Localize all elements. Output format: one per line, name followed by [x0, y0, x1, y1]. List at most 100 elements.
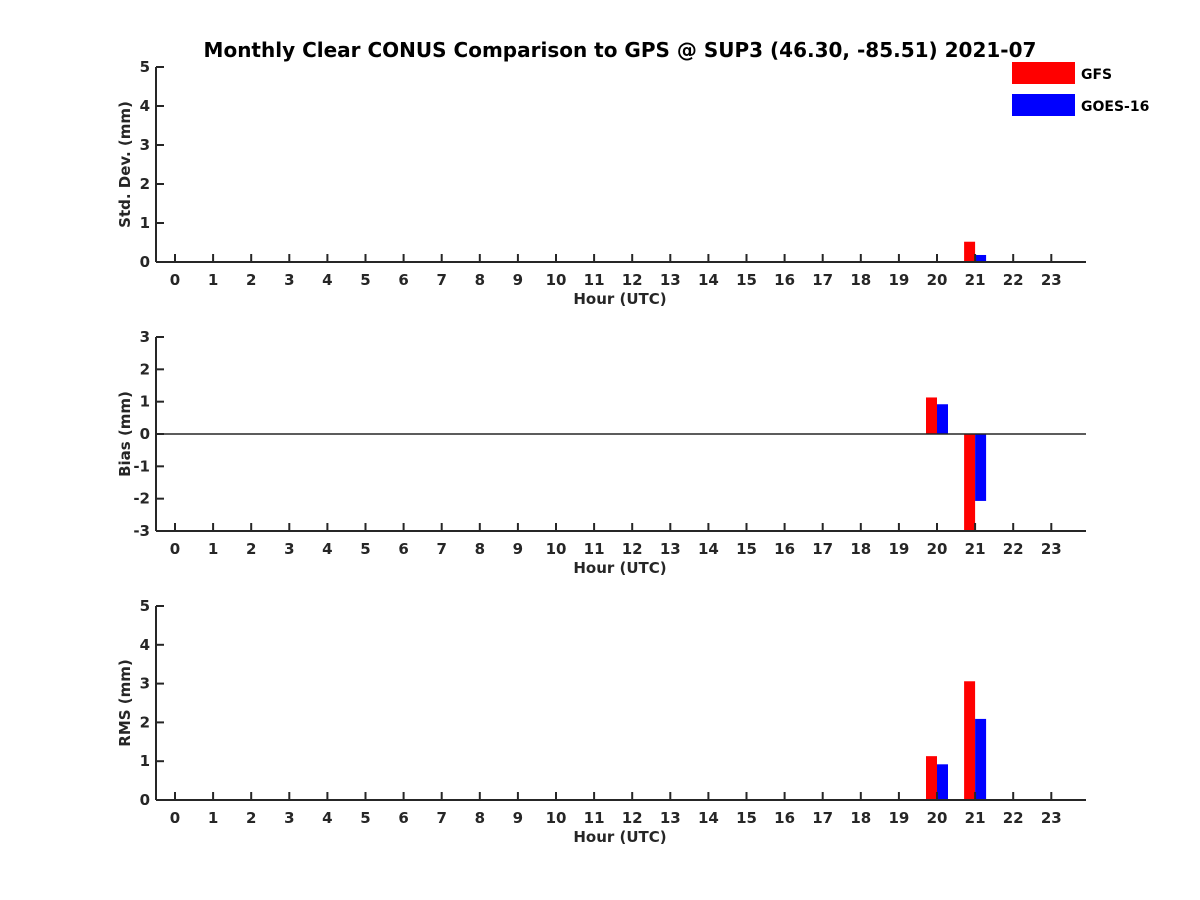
- y-tick-label: -2: [133, 490, 150, 508]
- y-tick-label: 2: [140, 360, 150, 378]
- x-tick-label: 6: [398, 271, 408, 289]
- x-tick-label: 18: [850, 271, 871, 289]
- x-tick-label: 14: [698, 540, 719, 558]
- bar-goes-16-hour-21: [975, 434, 987, 501]
- x-tick-label: 16: [774, 809, 795, 827]
- x-tick-label: 3: [284, 809, 294, 827]
- bar-gfs-hour-21: [964, 681, 976, 800]
- x-tick-label: 13: [660, 540, 681, 558]
- y-axis-label: RMS (mm): [116, 659, 134, 746]
- x-tick-label: 15: [736, 540, 757, 558]
- y-tick-label: 0: [140, 425, 150, 443]
- y-axis-label: Bias (mm): [116, 391, 134, 477]
- y-tick-label: 3: [140, 675, 150, 693]
- x-tick-label: 19: [888, 271, 909, 289]
- x-tick-label: 7: [436, 540, 446, 558]
- x-tick-label: 20: [927, 271, 948, 289]
- legend-swatch-goes-16: [1012, 94, 1075, 116]
- legend-label-gfs: GFS: [1081, 67, 1112, 83]
- y-axis-label: Std. Dev. (mm): [116, 101, 134, 228]
- x-tick-label: 22: [1003, 540, 1024, 558]
- x-tick-label: 4: [322, 540, 332, 558]
- bar-goes-16-hour-21: [975, 254, 987, 262]
- x-tick-label: 23: [1041, 540, 1062, 558]
- x-tick-label: 0: [170, 540, 180, 558]
- x-tick-label: 0: [170, 809, 180, 827]
- y-tick-label: -1: [133, 457, 150, 475]
- y-tick-label: 1: [140, 214, 150, 232]
- x-tick-label: 13: [660, 809, 681, 827]
- y-tick-label: 3: [140, 328, 150, 346]
- x-axis-label: Hour (UTC): [573, 828, 666, 846]
- x-tick-label: 5: [360, 540, 370, 558]
- x-tick-label: 10: [546, 540, 567, 558]
- x-tick-label: 1: [208, 540, 218, 558]
- y-tick-label: 3: [140, 136, 150, 154]
- y-tick-label: 1: [140, 393, 150, 411]
- x-tick-label: 7: [436, 271, 446, 289]
- x-axis-label: Hour (UTC): [573, 559, 666, 577]
- x-tick-label: 5: [360, 809, 370, 827]
- y-tick-label: 5: [140, 58, 150, 76]
- x-tick-label: 14: [698, 809, 719, 827]
- legend-label-goes-16: GOES-16: [1081, 99, 1149, 115]
- bar-goes-16-hour-20: [937, 764, 948, 800]
- x-tick-label: 1: [208, 271, 218, 289]
- x-tick-label: 16: [774, 540, 795, 558]
- x-tick-label: 3: [284, 540, 294, 558]
- y-tick-label: 1: [140, 752, 150, 770]
- bar-gfs-hour-21: [964, 241, 976, 262]
- legend: GFS GOES-16: [1012, 62, 1149, 116]
- x-tick-label: 12: [622, 540, 643, 558]
- x-tick-label: 8: [475, 540, 485, 558]
- x-tick-label: 10: [546, 809, 567, 827]
- bar-goes-16-hour-21: [975, 718, 987, 800]
- x-tick-label: 6: [398, 540, 408, 558]
- x-tick-label: 20: [927, 809, 948, 827]
- x-tick-label: 16: [774, 271, 795, 289]
- legend-swatch-gfs: [1012, 62, 1075, 84]
- x-tick-label: 6: [398, 809, 408, 827]
- x-tick-label: 21: [965, 540, 986, 558]
- x-tick-label: 4: [322, 271, 332, 289]
- x-tick-label: 12: [622, 271, 643, 289]
- x-tick-label: 21: [965, 271, 986, 289]
- y-tick-label: 0: [140, 791, 150, 809]
- x-tick-label: 11: [584, 271, 605, 289]
- y-tick-label: -3: [133, 522, 150, 540]
- x-tick-label: 14: [698, 271, 719, 289]
- x-tick-label: 1: [208, 809, 218, 827]
- x-tick-label: 8: [475, 271, 485, 289]
- x-tick-label: 2: [246, 271, 256, 289]
- x-tick-label: 5: [360, 271, 370, 289]
- x-tick-label: 23: [1041, 271, 1062, 289]
- x-tick-label: 2: [246, 540, 256, 558]
- x-tick-label: 17: [812, 809, 833, 827]
- bar-gfs-hour-20: [926, 756, 937, 800]
- x-tick-label: 4: [322, 809, 332, 827]
- bar-gfs-hour-21: [964, 434, 976, 531]
- x-tick-label: 10: [546, 271, 567, 289]
- x-tick-label: 9: [513, 540, 523, 558]
- y-tick-label: 2: [140, 713, 150, 731]
- x-tick-label: 19: [888, 540, 909, 558]
- x-tick-label: 0: [170, 271, 180, 289]
- x-tick-label: 19: [888, 809, 909, 827]
- y-tick-label: 4: [140, 97, 150, 115]
- x-tick-label: 15: [736, 271, 757, 289]
- bar-gfs-hour-20: [926, 397, 937, 434]
- x-tick-label: 11: [584, 540, 605, 558]
- x-tick-label: 13: [660, 271, 681, 289]
- x-tick-label: 23: [1041, 809, 1062, 827]
- x-tick-label: 17: [812, 271, 833, 289]
- x-tick-label: 22: [1003, 271, 1024, 289]
- bar-goes-16-hour-20: [937, 404, 948, 434]
- x-tick-label: 3: [284, 271, 294, 289]
- x-tick-label: 22: [1003, 809, 1024, 827]
- y-tick-label: 5: [140, 597, 150, 615]
- x-tick-label: 8: [475, 809, 485, 827]
- x-tick-label: 20: [927, 540, 948, 558]
